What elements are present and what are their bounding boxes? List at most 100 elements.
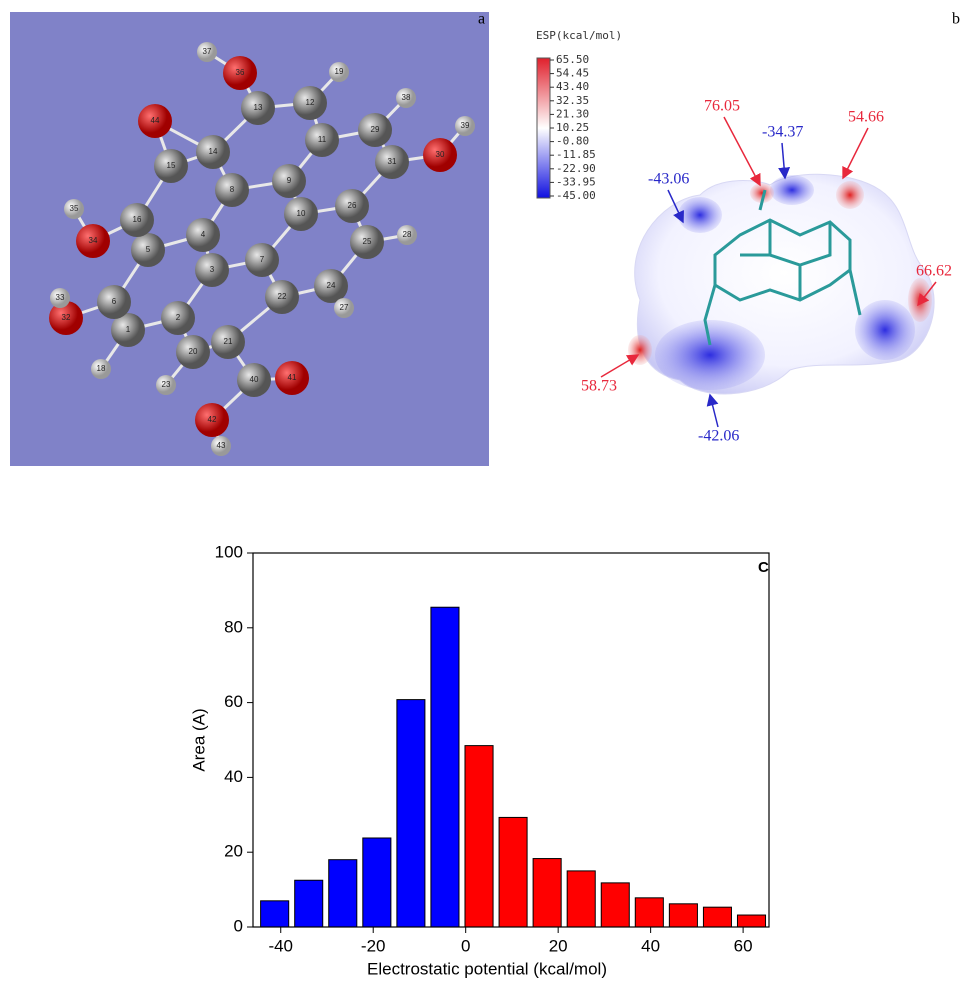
annotation: 54.66 (848, 109, 884, 126)
annotation: -43.06 (648, 171, 689, 188)
atom-label: 21 (224, 337, 233, 346)
bar (499, 817, 527, 927)
annotation: -42.06 (698, 428, 739, 445)
atom-label: 10 (297, 209, 306, 218)
x-tick-label: 60 (734, 936, 753, 955)
atom-label: 24 (327, 281, 336, 290)
atom-label: 9 (287, 176, 292, 185)
bar (261, 901, 289, 927)
esp-surface (628, 174, 934, 394)
bar (635, 898, 663, 927)
atom-label: 31 (388, 157, 397, 166)
bar (397, 700, 425, 927)
y-tick-label: 100 (215, 542, 243, 561)
bar (295, 880, 323, 927)
atom-label: 7 (260, 255, 265, 264)
x-axis-label: Electrostatic potential (kcal/mol) (367, 959, 607, 978)
atom-label: 34 (89, 236, 98, 245)
atom-label: 19 (335, 67, 344, 76)
atom-label: 30 (436, 150, 445, 159)
legend-tick-label: -0.80 (556, 135, 589, 148)
atom-label: 43 (217, 441, 226, 450)
annotation-arrow (601, 355, 638, 377)
legend-colorbar (537, 58, 550, 198)
annotation-arrow (724, 117, 760, 185)
bar (533, 859, 561, 927)
y-axis-label: Area (A) (189, 708, 208, 771)
atom-label: 18 (97, 364, 106, 373)
bar (737, 915, 765, 927)
x-tick-label: 0 (461, 936, 470, 955)
atom-label: 25 (363, 237, 372, 246)
bar (465, 746, 493, 927)
atom-label: 26 (348, 201, 357, 210)
atom-label: 6 (112, 297, 117, 306)
atom-label: 8 (230, 185, 235, 194)
atom-label: 42 (208, 415, 217, 424)
annotation-arrow (710, 395, 718, 427)
atom-label: 20 (189, 347, 198, 356)
x-tick-label: -20 (361, 936, 386, 955)
y-tick-label: 60 (224, 692, 243, 711)
histogram: 0 20 40 60 80 100 -40 -20 0 20 40 60 (215, 542, 769, 955)
atom-label: 15 (167, 161, 176, 170)
chart-title: C (758, 559, 769, 576)
atom-label: 16 (133, 215, 142, 224)
legend-tick-label: 32.35 (556, 94, 589, 107)
atom-label: 41 (288, 373, 297, 382)
annotation: 66.62 (916, 263, 952, 280)
annotation-arrow (843, 128, 868, 178)
legend-tick-label: -45.00 (556, 189, 596, 202)
x-tick-label: 20 (549, 936, 568, 955)
annotation-arrow (782, 143, 785, 178)
legend-tick-label: 43.40 (556, 80, 589, 93)
legend-tick-label: -22.90 (556, 162, 596, 175)
atom-label: 11 (318, 135, 327, 144)
legend-tick-label: 65.50 (556, 53, 589, 66)
bar (329, 860, 357, 927)
legend-tick-label: 54.45 (556, 67, 589, 80)
x-tick-label: 40 (641, 936, 660, 955)
atom-label: 23 (162, 380, 171, 389)
atom-label: 38 (402, 93, 411, 102)
atom-label: 29 (371, 125, 380, 134)
x-tick-label: -40 (268, 936, 293, 955)
y-tick-label: 80 (224, 617, 243, 636)
atom-label: 32 (62, 313, 71, 322)
y-tick-label: 0 (234, 916, 243, 935)
bar (703, 907, 731, 927)
panel-label: b (952, 11, 960, 28)
y-tick-label: 20 (224, 842, 243, 861)
atom-label: 35 (70, 204, 79, 213)
atom-label: 1 (126, 325, 131, 334)
annotation: 58.73 (581, 378, 617, 395)
atom-label: 12 (306, 98, 315, 107)
annotation: 76.05 (704, 98, 740, 115)
atom-label: 36 (236, 68, 245, 77)
atom-label: 22 (278, 292, 287, 301)
atom-label: 37 (203, 47, 212, 56)
atom-label: 3 (210, 265, 215, 274)
atom-label: 28 (403, 230, 412, 239)
legend-tick-label: -11.85 (556, 148, 596, 161)
annotation: -34.37 (762, 124, 803, 141)
bar (669, 904, 697, 927)
bar (601, 883, 629, 927)
panel-label: a (478, 11, 485, 28)
legend-ticks: 65.5054.4543.4032.3521.3010.25-0.80-11.8… (550, 53, 596, 202)
bar (567, 871, 595, 927)
legend-tick-label: -33.95 (556, 175, 596, 188)
atom-label: 13 (254, 103, 263, 112)
atom-label: 14 (209, 147, 218, 156)
legend-tick-label: 21.30 (556, 107, 589, 120)
atom-label: 39 (461, 121, 470, 130)
y-tick-label: 40 (224, 767, 243, 786)
atom-label: 4 (201, 230, 206, 239)
figure: 1234567891011121314151632182021222324252… (0, 0, 960, 992)
bar (363, 838, 391, 927)
legend-tick-label: 10.25 (556, 121, 589, 134)
atom-label: 5 (146, 245, 151, 254)
atom-label: 44 (151, 116, 160, 125)
atom-label: 27 (340, 303, 349, 312)
atom-label: 33 (56, 293, 65, 302)
